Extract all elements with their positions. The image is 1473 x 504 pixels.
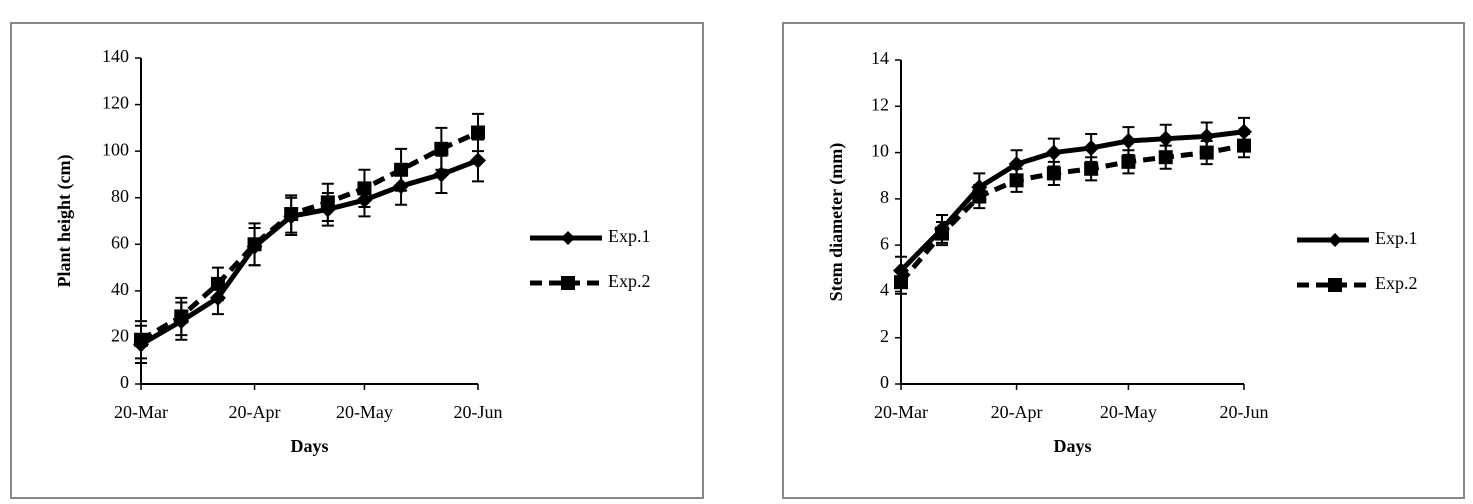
y-axis-title: Plant height (cm) — [54, 155, 75, 288]
x-tick-label: 20-Jun — [454, 402, 503, 422]
x-tick-label: 20-Apr — [229, 402, 281, 422]
y-tick-label: 8 — [880, 187, 889, 207]
y-tick-label: 10 — [871, 141, 889, 161]
marker — [1158, 150, 1173, 165]
legend-label: Exp.1 — [1375, 228, 1418, 248]
marker — [1045, 144, 1062, 161]
marker — [471, 125, 485, 140]
y-tick-label: 4 — [880, 280, 889, 300]
x-axis-title: Days — [1053, 436, 1091, 456]
legend-marker — [561, 276, 575, 290]
x-tick-label: 20-May — [1100, 402, 1157, 422]
marker — [434, 141, 449, 156]
marker — [210, 276, 225, 291]
marker — [894, 275, 908, 290]
marker — [1236, 123, 1252, 140]
marker — [1120, 133, 1137, 149]
marker — [1199, 145, 1214, 160]
y-tick-label: 100 — [102, 139, 129, 159]
y-tick-label: 6 — [880, 233, 889, 253]
series-line — [139, 158, 479, 347]
series-line — [139, 130, 480, 342]
y-tick-label: 2 — [880, 326, 889, 346]
y-tick-label: 14 — [871, 48, 889, 68]
y-tick-label: 120 — [102, 93, 129, 113]
marker — [284, 207, 299, 222]
legend-label: Exp.1 — [608, 226, 651, 246]
marker — [1009, 173, 1024, 188]
chart-frame — [782, 22, 1465, 499]
marker — [247, 237, 262, 252]
series-line — [899, 129, 1245, 273]
chart-frame — [10, 22, 704, 499]
marker — [1121, 154, 1136, 169]
x-tick-label: 20-Apr — [991, 402, 1043, 422]
y-tick-label: 40 — [111, 279, 129, 299]
legend-label: Exp.2 — [608, 271, 651, 291]
x-tick-label: 20-Mar — [874, 402, 928, 422]
x-tick-label: 20-May — [336, 402, 393, 422]
marker — [1084, 161, 1099, 176]
y-tick-label: 80 — [111, 186, 129, 206]
y-axis-title: Stem diameter (mm) — [826, 143, 847, 302]
marker — [134, 332, 148, 347]
marker — [1237, 138, 1251, 153]
marker — [1083, 139, 1100, 156]
y-tick-label: 140 — [102, 46, 129, 66]
legend-marker — [561, 231, 575, 245]
series-line — [899, 143, 1245, 284]
marker — [935, 226, 950, 241]
marker — [357, 181, 372, 196]
y-tick-label: 20 — [111, 326, 129, 346]
y-tick-label: 60 — [111, 232, 129, 252]
marker — [320, 195, 335, 210]
legend-marker — [1328, 278, 1342, 292]
x-tick-label: 20-Mar — [114, 402, 168, 422]
marker — [1046, 166, 1061, 181]
y-tick-label: 0 — [880, 372, 889, 392]
marker — [394, 162, 409, 177]
x-tick-label: 20-Jun — [1220, 402, 1269, 422]
legend-label: Exp.2 — [1375, 273, 1418, 293]
y-tick-label: 0 — [120, 372, 129, 392]
marker — [174, 309, 189, 324]
y-tick-label: 12 — [871, 94, 889, 114]
marker — [972, 189, 987, 204]
marker — [470, 152, 486, 169]
marker — [1157, 130, 1174, 147]
x-axis-title: Days — [290, 436, 328, 456]
legend-marker — [1328, 233, 1342, 247]
